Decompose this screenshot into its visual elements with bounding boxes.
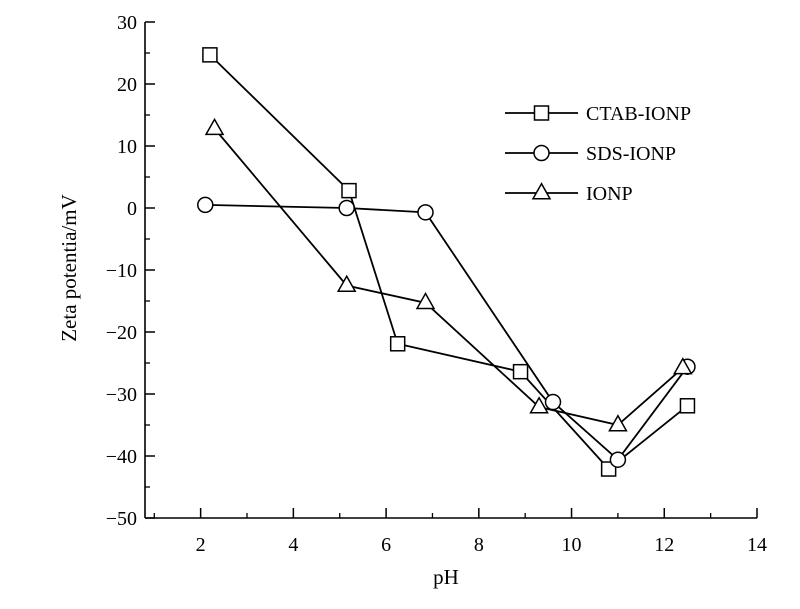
data-point-ionp [204, 117, 225, 136]
x-tick-label: 4 [288, 534, 298, 556]
axes [144, 22, 757, 519]
legend-marker-ionp [531, 182, 552, 200]
data-point-ionp [336, 274, 357, 292]
series-line-sds-ionp [205, 204, 689, 462]
data-point-ionp [673, 357, 693, 375]
legend-label-ionp: IONP [586, 183, 633, 205]
legend-marker-sds-ionp [533, 144, 550, 162]
x-tick-label: 10 [562, 534, 582, 556]
data-point-ctab-ionp [679, 398, 696, 414]
y-tick-label: 10 [117, 136, 137, 158]
data-point-sds-ionp [544, 393, 562, 411]
legend: CTAB-IONP SDS-IONP IONP [505, 103, 691, 205]
data-point-ctab-ionp [202, 47, 218, 63]
x-axis-label: pH [433, 565, 459, 589]
y-tick-label: −20 [106, 322, 137, 344]
data-point-ionp [608, 414, 628, 432]
data-point-ctab-ionp [341, 182, 357, 199]
data-point-ionp [529, 396, 549, 414]
y-tick-label: 20 [117, 74, 137, 96]
y-tick-label: −40 [106, 446, 137, 468]
x-tick-label: 6 [381, 534, 391, 556]
data-point-sds-ionp [609, 451, 627, 468]
data-point-sds-ionp [197, 196, 214, 214]
data-point-sds-ionp [417, 204, 434, 221]
series-markers [197, 47, 696, 477]
data-point-sds-ionp [338, 199, 355, 217]
ticks: 30 20 10 0 −10 −20 −30 −40 −50 2 4 6 8 10 12 14 [106, 12, 767, 556]
y-axis-label: Zeta potentia/mV [57, 194, 81, 342]
series-line-ionp [213, 128, 684, 426]
y-tick-label: −30 [106, 384, 137, 406]
x-tick-label: 8 [474, 534, 484, 556]
data-point-ctab-ionp [389, 336, 406, 352]
data-point-ionp [415, 292, 436, 310]
x-tick-label: 12 [654, 534, 674, 556]
y-tick-label: −10 [106, 260, 137, 282]
data-point-ctab-ionp [512, 363, 529, 380]
y-tick-label: 0 [127, 198, 137, 220]
y-tick-label: 30 [117, 12, 137, 34]
legend-marker-ctab-ionp [533, 105, 550, 121]
x-tick-label: 14 [747, 534, 767, 556]
x-tick-label: 2 [196, 534, 206, 556]
legend-label-ctab-ionp: CTAB-IONP [586, 103, 691, 125]
y-tick-label: −50 [106, 508, 137, 530]
legend-label-sds-ionp: SDS-IONP [586, 143, 676, 165]
